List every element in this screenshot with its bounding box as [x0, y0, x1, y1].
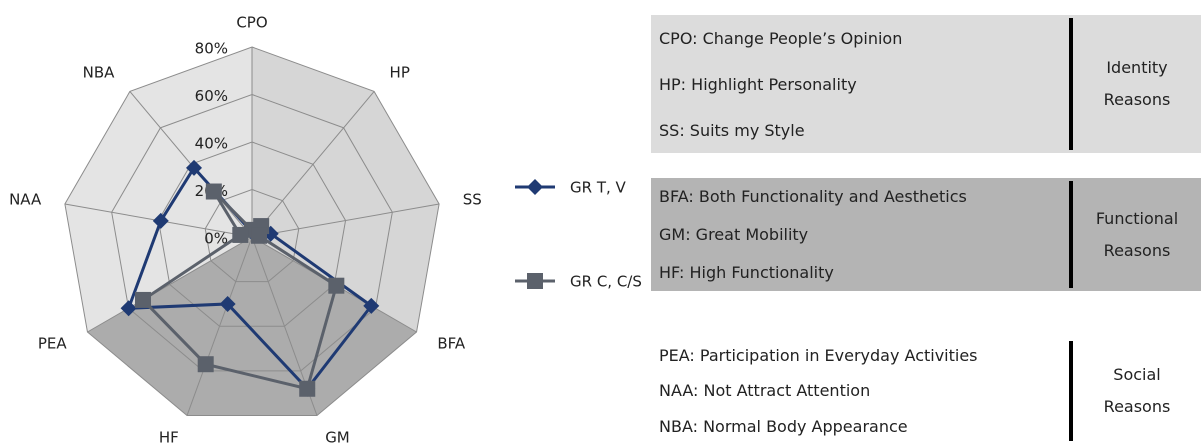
group-label: Functional Reasons — [1095, 208, 1179, 260]
category-label: NAA — [9, 190, 42, 208]
reason-group: CPO: Change People’s Opinion HP: Highligh… — [651, 15, 1201, 153]
category-label: BFA — [437, 335, 466, 353]
spoke — [87, 236, 253, 333]
divider — [1069, 341, 1073, 441]
legend-marker — [527, 179, 543, 195]
sector — [252, 237, 417, 416]
reason-item: NAA: Not Attract Attention — [659, 381, 871, 401]
category-label: NBA — [83, 64, 116, 82]
spoke — [251, 203, 440, 238]
marker — [120, 300, 137, 317]
marker — [251, 227, 268, 244]
category-label: SS — [463, 190, 482, 208]
tick-label: 80% — [195, 40, 228, 58]
reason-items: CPO: Change People’s Opinion HP: Highligh… — [651, 15, 1069, 153]
sector — [64, 204, 252, 332]
category-label: GM — [325, 429, 350, 444]
reason-item: HP: Highlight Personality — [659, 74, 857, 94]
sector — [64, 91, 252, 237]
tick-label: 40% — [195, 135, 228, 153]
marker — [134, 291, 151, 308]
reason-group: PEA: Participation in Everyday Activitie… — [651, 338, 1201, 444]
tick-label: 60% — [195, 87, 228, 105]
category-label: HP — [390, 64, 410, 82]
marker — [328, 277, 345, 294]
divider — [1069, 181, 1073, 288]
marker — [152, 212, 169, 229]
marker — [197, 356, 214, 373]
divider — [1069, 18, 1073, 150]
spoke — [186, 236, 253, 416]
marker — [205, 183, 222, 200]
reason-item: NBA: Normal Body Appearance — [659, 416, 908, 436]
reason-item: HF: High Functionality — [659, 262, 834, 282]
group-label: Social Reasons — [1103, 365, 1171, 416]
reason-group: BFA: Both Functionality and Aesthetics GM… — [651, 178, 1201, 291]
legend-label: GR T, V — [570, 179, 627, 197]
reason-item: PEA: Participation in Everyday Activitie… — [659, 346, 978, 366]
reason-items: BFA: Both Functionality and Aesthetics GM… — [651, 178, 1069, 291]
category-label: PEA — [38, 335, 68, 353]
spoke — [251, 91, 375, 238]
marker — [299, 380, 316, 397]
reason-item: CPO: Change People’s Opinion — [659, 28, 903, 48]
tick-label: 0% — [204, 230, 228, 248]
legend-marker — [527, 273, 543, 289]
marker — [363, 297, 380, 314]
sector — [252, 91, 440, 237]
grid-line — [204, 188, 300, 283]
group-label: Identity Reasons — [1103, 58, 1171, 109]
reason-item: GM: Great Mobility — [659, 224, 809, 244]
reason-item: BFA: Both Functionality and Aesthetics — [659, 187, 967, 207]
marker — [232, 226, 249, 243]
grid-line — [64, 46, 440, 417]
reason-items: PEA: Participation in Everyday Activitie… — [651, 338, 1069, 444]
sector — [252, 47, 375, 237]
grid-line — [111, 93, 393, 372]
grid-line — [157, 141, 347, 327]
legend-label: GR C, C/S — [570, 273, 642, 291]
marker — [219, 295, 236, 312]
category-label: HF — [159, 429, 179, 444]
reason-item: SS: Suits my Style — [659, 120, 805, 140]
marker — [185, 159, 202, 176]
sector — [252, 204, 440, 332]
category-label: CPO — [236, 14, 267, 32]
